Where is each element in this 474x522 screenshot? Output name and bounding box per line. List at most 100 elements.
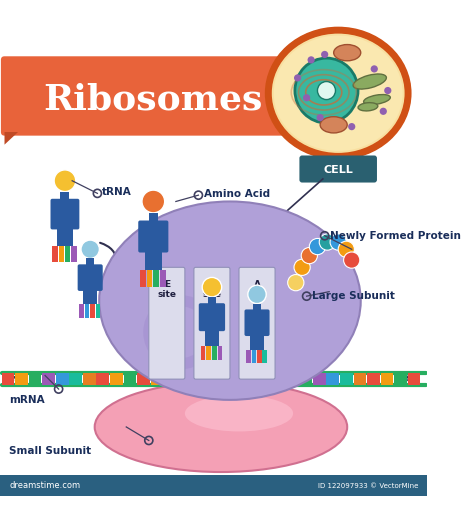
Bar: [83, 289, 97, 304]
Ellipse shape: [185, 395, 293, 432]
Circle shape: [321, 51, 328, 58]
Ellipse shape: [95, 382, 347, 472]
Ellipse shape: [99, 201, 361, 400]
FancyBboxPatch shape: [149, 267, 185, 379]
Bar: [145, 251, 162, 270]
Bar: [206, 346, 211, 360]
FancyBboxPatch shape: [51, 199, 79, 230]
Bar: [71, 246, 77, 262]
Bar: [367, 373, 380, 385]
Polygon shape: [5, 132, 18, 145]
Bar: [205, 329, 219, 346]
Bar: [259, 373, 272, 385]
Bar: [246, 373, 258, 385]
Circle shape: [348, 123, 356, 130]
Bar: [160, 270, 165, 287]
Bar: [137, 373, 150, 385]
Bar: [201, 346, 205, 360]
Bar: [300, 373, 312, 385]
Bar: [146, 270, 152, 287]
Bar: [253, 304, 261, 311]
Circle shape: [142, 190, 164, 213]
Text: ID 122097933 © VectorMine: ID 122097933 © VectorMine: [318, 482, 419, 489]
FancyBboxPatch shape: [199, 303, 225, 331]
Text: A
site: A site: [247, 280, 266, 299]
Bar: [86, 258, 94, 266]
Bar: [29, 373, 42, 385]
Ellipse shape: [295, 58, 358, 123]
Circle shape: [338, 241, 355, 257]
Bar: [57, 228, 73, 246]
Circle shape: [318, 81, 336, 100]
Circle shape: [371, 65, 378, 73]
Circle shape: [380, 108, 387, 115]
Bar: [60, 192, 70, 200]
Circle shape: [319, 234, 336, 250]
Bar: [246, 350, 251, 363]
Bar: [394, 373, 407, 385]
Bar: [178, 373, 190, 385]
Circle shape: [54, 170, 76, 192]
Bar: [65, 246, 70, 262]
Bar: [56, 373, 69, 385]
Circle shape: [294, 259, 310, 276]
Bar: [218, 373, 231, 385]
Bar: [250, 334, 264, 350]
Bar: [273, 373, 285, 385]
Text: mRNA: mRNA: [9, 395, 45, 405]
Bar: [381, 373, 393, 385]
Ellipse shape: [268, 30, 408, 157]
Text: Small Subunit: Small Subunit: [9, 446, 91, 456]
Circle shape: [301, 247, 318, 264]
Text: P
site: P site: [202, 280, 221, 299]
Bar: [153, 270, 159, 287]
FancyBboxPatch shape: [1, 56, 360, 136]
FancyBboxPatch shape: [194, 267, 230, 379]
Bar: [252, 350, 256, 363]
Bar: [327, 373, 339, 385]
Circle shape: [81, 240, 100, 258]
Circle shape: [310, 239, 326, 255]
Circle shape: [294, 74, 301, 81]
Bar: [340, 373, 353, 385]
Text: CELL: CELL: [323, 165, 353, 175]
Bar: [354, 373, 366, 385]
Ellipse shape: [273, 35, 403, 151]
Bar: [59, 246, 64, 262]
Bar: [97, 373, 109, 385]
Ellipse shape: [358, 103, 378, 111]
FancyBboxPatch shape: [78, 264, 103, 291]
Bar: [205, 373, 218, 385]
Circle shape: [344, 252, 360, 268]
Bar: [96, 304, 100, 318]
Text: E
site: E site: [157, 280, 176, 299]
Bar: [286, 373, 299, 385]
FancyBboxPatch shape: [245, 310, 270, 336]
Bar: [408, 373, 420, 385]
Ellipse shape: [334, 44, 361, 61]
Circle shape: [308, 56, 315, 64]
Bar: [313, 373, 326, 385]
FancyBboxPatch shape: [239, 267, 275, 379]
Text: Ribosomes: Ribosomes: [44, 82, 263, 116]
Circle shape: [202, 277, 222, 297]
Bar: [151, 373, 163, 385]
FancyBboxPatch shape: [300, 156, 377, 183]
Bar: [148, 213, 158, 222]
Ellipse shape: [364, 94, 390, 104]
FancyBboxPatch shape: [138, 220, 168, 253]
Circle shape: [384, 87, 392, 94]
Bar: [52, 246, 58, 262]
Text: Amino Acid: Amino Acid: [204, 189, 270, 199]
Text: Newly Formed Protein: Newly Formed Protein: [330, 231, 461, 241]
Bar: [15, 373, 28, 385]
Bar: [42, 373, 55, 385]
Bar: [90, 304, 95, 318]
Bar: [263, 350, 267, 363]
Bar: [0, 474, 428, 496]
Bar: [110, 373, 123, 385]
Circle shape: [330, 234, 346, 250]
Bar: [85, 304, 90, 318]
Bar: [257, 350, 262, 363]
Bar: [70, 373, 82, 385]
